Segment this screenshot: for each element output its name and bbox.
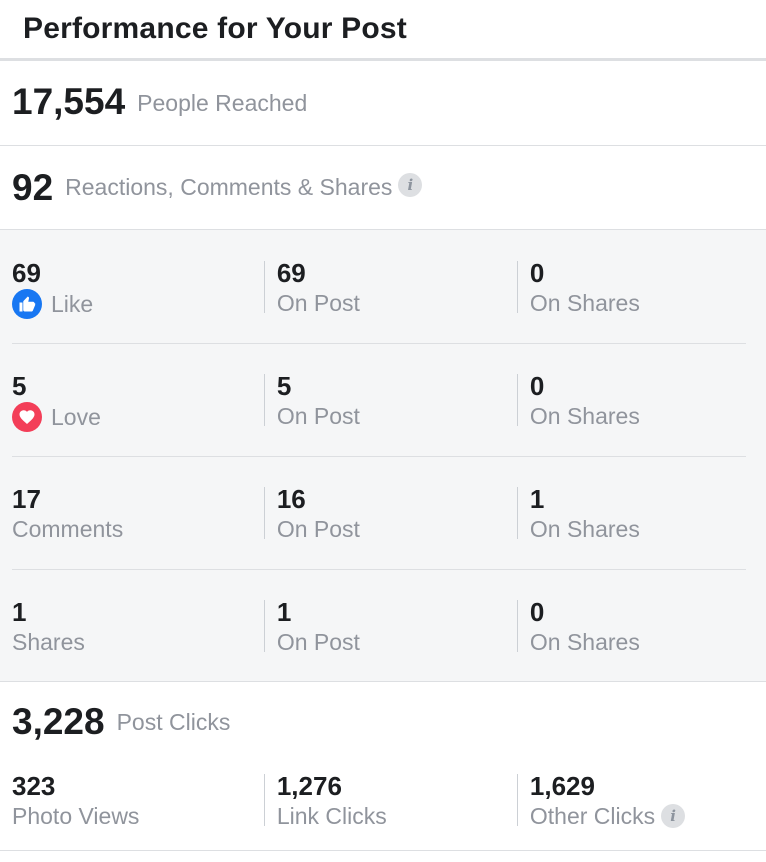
love-on-shares-value: 0: [529, 371, 545, 401]
info-icon[interactable]: i: [398, 172, 423, 197]
post-clicks-value: 3,228: [12, 701, 105, 742]
comments-on-shares-label: On Shares: [529, 516, 640, 542]
love-on-post-cell: 5 On Post: [263, 343, 517, 456]
like-on-post-value: 69: [276, 258, 306, 288]
engagement-breakdown: 69 Like 69 On Post 0 On Shares 5 Lo: [0, 230, 766, 682]
like-total-value: 69: [12, 258, 41, 288]
comments-on-post-label: On Post: [276, 516, 360, 542]
love-on-post-label: On Post: [276, 403, 360, 429]
comments-on-shares-value: 1: [529, 484, 545, 514]
love-label: Love: [51, 404, 101, 430]
shares-on-shares-cell: 0 On Shares: [516, 569, 766, 681]
header: Performance for Your Post: [0, 0, 766, 61]
love-total-value: 5: [12, 371, 27, 401]
love-on-shares-label: On Shares: [529, 403, 640, 429]
shares-on-post-cell: 1 On Post: [263, 569, 517, 681]
shares-on-post-value: 1: [276, 597, 292, 627]
shares-on-shares-label: On Shares: [529, 629, 640, 655]
photo-views-cell: 323 Photo Views: [0, 762, 264, 850]
link-clicks-label: Link Clicks: [276, 803, 387, 829]
people-reached-label: People Reached: [137, 89, 308, 116]
shares-total-cell: 1 Shares: [0, 569, 264, 681]
photo-views-label: Photo Views: [12, 803, 140, 829]
people-reached-summary: 17,554 People Reached: [0, 61, 766, 146]
post-clicks-label: Post Clicks: [116, 708, 231, 735]
shares-row: 1 Shares 1 On Post 0 On Shares: [0, 569, 766, 681]
comments-total-cell: 17 Comments: [0, 456, 264, 569]
like-label-wrap: Like: [12, 289, 264, 319]
comments-row: 17 Comments 16 On Post 1 On Shares: [0, 456, 766, 569]
love-on-post-value: 5: [276, 371, 292, 401]
info-icon[interactable]: i: [661, 804, 686, 828]
like-label: Like: [51, 291, 94, 317]
shares-total-value: 1: [12, 597, 27, 627]
comments-total-value: 17: [12, 484, 41, 514]
other-clicks-cell: 1,629 Other Clicks i: [516, 762, 766, 850]
other-clicks-value: 1,629: [529, 771, 595, 801]
shares-on-post-label: On Post: [276, 629, 360, 655]
link-clicks-cell: 1,276 Link Clicks: [263, 762, 517, 850]
shares-label: Shares: [12, 629, 85, 655]
like-total-cell: 69 Like: [0, 230, 264, 343]
shares-on-shares-value: 0: [529, 597, 545, 627]
other-clicks-label: Other Clicks: [529, 803, 656, 829]
page-title: Performance for Your Post: [23, 12, 407, 45]
like-row: 69 Like 69 On Post 0 On Shares: [0, 230, 766, 343]
people-reached-value: 17,554: [12, 81, 126, 122]
comments-on-post-cell: 16 On Post: [263, 456, 517, 569]
comments-on-shares-cell: 1 On Shares: [516, 456, 766, 569]
like-on-post-label: On Post: [276, 290, 360, 316]
love-label-wrap: Love: [12, 402, 264, 432]
post-clicks-summary: 3,228 Post Clicks: [0, 682, 766, 762]
clicks-breakdown: 323 Photo Views 1,276 Link Clicks 1,629 …: [0, 762, 766, 851]
like-icon: [12, 289, 42, 319]
like-on-shares-cell: 0 On Shares: [516, 230, 766, 343]
love-row: 5 Love 5 On Post 0 On Shares: [0, 343, 766, 456]
engagement-value: 92: [12, 166, 54, 208]
comments-label: Comments: [12, 516, 124, 542]
like-on-shares-value: 0: [529, 258, 545, 288]
photo-views-value: 323: [12, 771, 56, 801]
comments-on-post-value: 16: [276, 484, 306, 514]
love-icon: [12, 402, 42, 432]
link-clicks-value: 1,276: [276, 771, 342, 801]
love-total-cell: 5 Love: [0, 343, 264, 456]
engagement-label: Reactions, Comments & Shares: [65, 174, 393, 200]
other-clicks-wrap: Other Clicks i: [530, 802, 766, 830]
like-on-shares-label: On Shares: [529, 290, 640, 316]
like-on-post-cell: 69 On Post: [263, 230, 517, 343]
love-on-shares-cell: 0 On Shares: [516, 343, 766, 456]
engagement-summary: 92 Reactions, Comments & Shares i: [0, 146, 766, 230]
